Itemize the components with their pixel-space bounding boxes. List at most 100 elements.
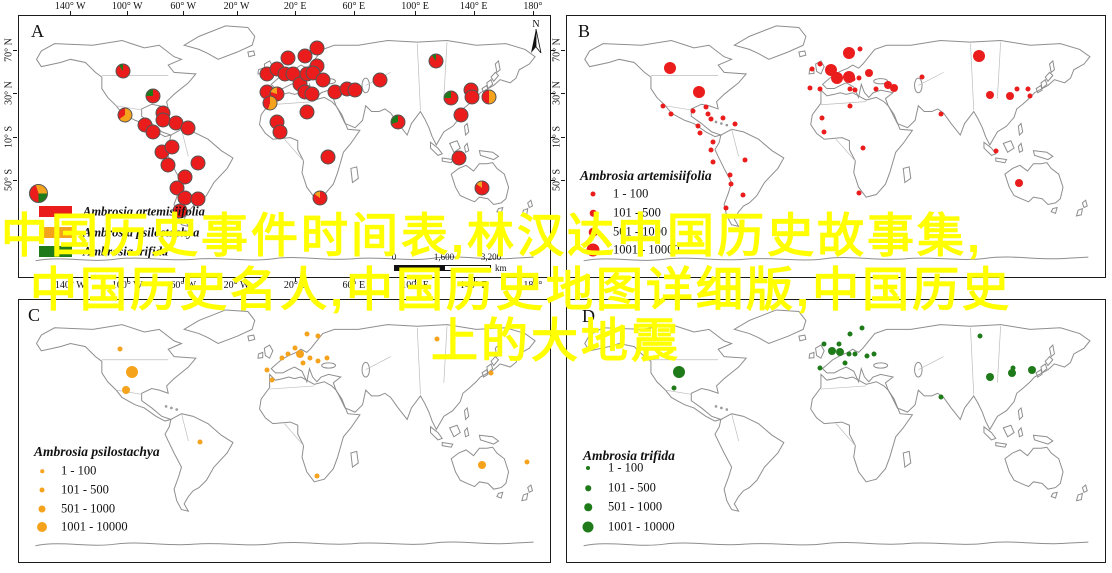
- data-point-B: [856, 75, 862, 81]
- scale-bar-white-segment: [444, 265, 491, 271]
- legend-size-label: 501 - 1000: [61, 501, 116, 516]
- data-point-A: [320, 149, 336, 165]
- data-point-A: [312, 190, 328, 206]
- legend-size-circle-101 - 500: [589, 209, 597, 217]
- axis-tick: [127, 278, 129, 282]
- axis-label-bottom-0: 140° W: [54, 280, 86, 291]
- data-point-B: [873, 86, 879, 92]
- data-point-B: [821, 129, 827, 135]
- data-point-A: [145, 88, 161, 104]
- axis-label-top-1: 100° W: [111, 1, 143, 12]
- data-point-B: [919, 74, 925, 80]
- panel-d-trifida-map: D Ambrosia trifida 1 - 100 101 - 500 501 -…: [566, 299, 1106, 563]
- data-point-A: [172, 203, 188, 219]
- data-point-D: [864, 353, 870, 359]
- data-point-A: [190, 191, 206, 207]
- legend-size-label: 101 - 500: [61, 482, 109, 497]
- data-point-D: [986, 373, 995, 382]
- data-point-B: [663, 61, 676, 74]
- legend-size-label: 1001 - 10000: [613, 242, 680, 257]
- axis-tick: [561, 137, 565, 139]
- data-point-C: [304, 331, 310, 337]
- axis-tick: [551, 93, 555, 95]
- data-point-C: [315, 333, 321, 339]
- data-point-A: [474, 180, 489, 196]
- data-point-D: [836, 341, 842, 347]
- legend-size-circle-1001 - 10000: [586, 243, 600, 257]
- axis-tick: [561, 93, 565, 95]
- panel-letter-d: D: [582, 306, 595, 326]
- data-point-C: [279, 355, 285, 361]
- data-point-B: [972, 49, 985, 62]
- data-point-D: [672, 365, 685, 378]
- data-point-B: [708, 147, 714, 153]
- data-point-B: [740, 192, 746, 198]
- data-point-A: [297, 48, 313, 64]
- data-point-C: [434, 336, 440, 342]
- data-point-C: [314, 473, 320, 479]
- data-point-D: [871, 351, 877, 357]
- axis-tick: [13, 179, 17, 181]
- data-point-C: [524, 459, 530, 465]
- axis-label-bottom-8: 180°: [523, 280, 543, 291]
- legend-size-label: 1 - 100: [608, 460, 644, 475]
- axis-tick: [236, 278, 238, 282]
- axis-tick: [415, 278, 417, 282]
- axis-tick: [183, 278, 185, 282]
- data-point-C: [324, 355, 330, 361]
- axis-tick: [236, 11, 238, 15]
- data-point-A: [390, 114, 406, 130]
- data-point-B: [720, 115, 726, 121]
- north-label: N: [532, 19, 540, 30]
- data-point-A: [481, 89, 497, 105]
- axis-tick: [551, 49, 555, 51]
- axis-tick: [295, 11, 297, 15]
- legend-size-label: 1001 - 10000: [61, 519, 128, 534]
- data-point-B: [1014, 178, 1023, 187]
- axis-tick: [70, 278, 72, 282]
- legend-size-label: 101 - 500: [613, 205, 661, 220]
- data-point-A: [145, 124, 161, 140]
- axis-tick: [532, 11, 534, 15]
- data-point-B: [1014, 86, 1020, 92]
- scale-unit: km: [495, 263, 507, 273]
- data-point-B: [1027, 93, 1033, 99]
- legend-size-label: 101 - 500: [608, 480, 656, 495]
- data-point-A: [177, 169, 193, 185]
- data-point-A: [190, 155, 206, 171]
- panel-letter-c: C: [28, 305, 41, 325]
- data-point-A: [372, 72, 388, 88]
- data-point-D: [938, 394, 944, 400]
- data-point-A: [280, 50, 296, 66]
- axis-tick: [127, 11, 129, 15]
- data-point-B: [697, 130, 703, 136]
- data-point-C: [300, 360, 306, 366]
- data-point-C: [315, 358, 321, 364]
- data-point-B: [742, 157, 748, 163]
- compass-needle-icon: [531, 28, 542, 54]
- axis-label-top-6: 100° E: [401, 1, 429, 12]
- legend-species-label: Ambrosia psilostachya: [83, 225, 200, 240]
- north-arrow-icon: N: [529, 20, 543, 60]
- data-point-C: [264, 367, 270, 373]
- legend-size-circle-1 - 100: [590, 191, 596, 197]
- panel-letter-a: A: [31, 21, 44, 41]
- legend-size-circle-101 - 500: [585, 485, 591, 491]
- axis-label-top-4: 20° E: [283, 1, 307, 12]
- data-point-A: [443, 90, 459, 106]
- legend-size-label: 1 - 100: [613, 186, 649, 201]
- legend-species-label: Ambrosia artemisiifolia: [83, 204, 205, 219]
- data-point-A: [115, 63, 131, 79]
- data-point-B: [809, 66, 815, 72]
- legend-swatch-green: [39, 246, 72, 257]
- data-point-B: [819, 115, 825, 121]
- data-point-B: [693, 86, 706, 99]
- legend-size-circle-101 - 500: [39, 487, 45, 493]
- data-point-C: [197, 439, 203, 445]
- data-point-B: [708, 116, 714, 122]
- data-point-D: [1010, 365, 1016, 371]
- data-point-D: [1007, 368, 1016, 377]
- data-point-B: [723, 205, 729, 211]
- data-point-B: [860, 145, 866, 151]
